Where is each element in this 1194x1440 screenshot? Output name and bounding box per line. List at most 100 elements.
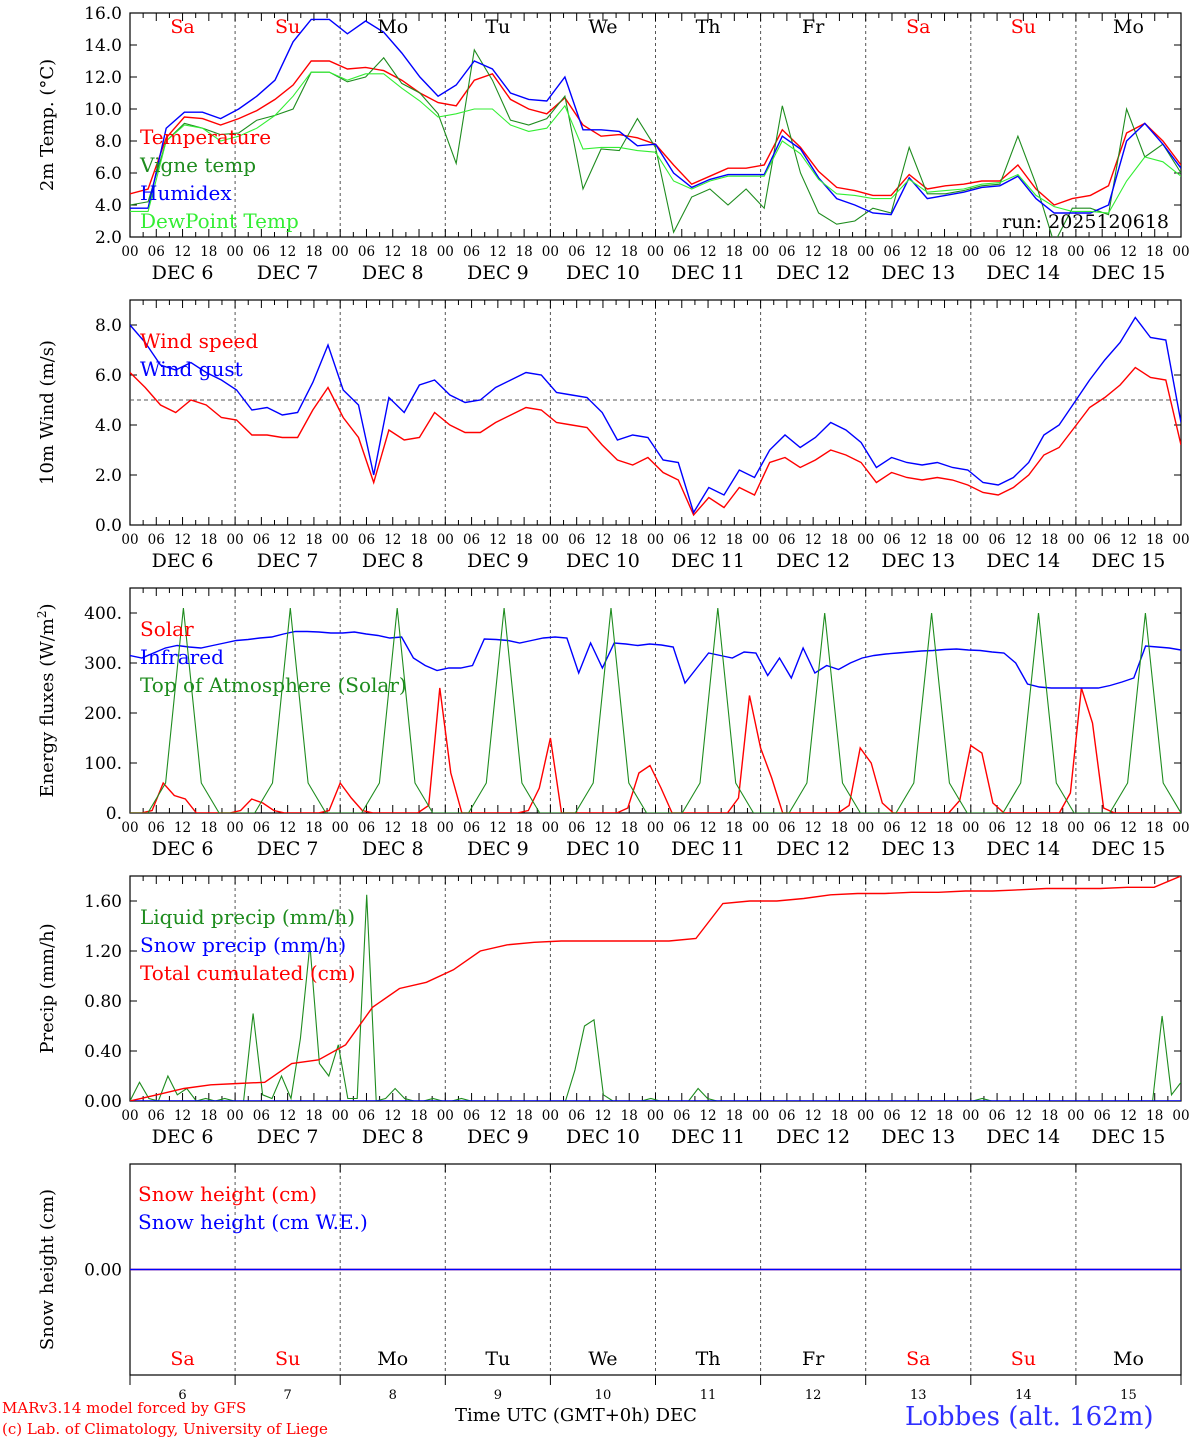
date-label: DEC 15	[1092, 550, 1166, 572]
hour-label: 00	[437, 532, 454, 548]
hour-label: 12	[1120, 820, 1137, 836]
hour-label: 06	[883, 244, 900, 260]
hour-label: 18	[516, 244, 533, 260]
date-label: DEC 7	[257, 262, 319, 284]
hour-label: 06	[358, 532, 375, 548]
hour-label: 00	[332, 820, 349, 836]
hour-label: 18	[726, 532, 743, 548]
hour-label: 18	[410, 820, 427, 836]
weekday-label: We	[588, 16, 617, 38]
date-label: DEC 8	[362, 262, 424, 284]
hour-label: 06	[883, 1108, 900, 1124]
hour-label: 18	[621, 820, 638, 836]
hour-label: 06	[253, 1108, 270, 1124]
hour-label: 06	[673, 1108, 690, 1124]
hour-label: 06	[988, 1108, 1005, 1124]
hour-label: 18	[410, 244, 427, 260]
date-label: DEC 13	[881, 838, 955, 860]
y-tick-label: 2.0	[95, 466, 122, 486]
weekday-label: Tu	[485, 1348, 510, 1370]
hour-label: 00	[542, 244, 559, 260]
hour-label: 18	[936, 532, 953, 548]
date-label: DEC 7	[257, 838, 319, 860]
day-number-label: 10	[595, 1388, 612, 1403]
hour-label: 06	[1094, 820, 1111, 836]
weekday-label: Sa	[906, 16, 930, 38]
hour-label: 18	[305, 1108, 322, 1124]
hour-label: 00	[437, 244, 454, 260]
y-tick-label: 2.0	[95, 228, 122, 248]
hour-label: 00	[1067, 244, 1084, 260]
panel-3: 0. 100. 200. 300. 400. Energy fluxes (W/m2) So…	[35, 587, 1190, 860]
hour-label: 06	[673, 820, 690, 836]
hour-label: 18	[936, 244, 953, 260]
y-axis-title: Precip (mm/h)	[37, 923, 58, 1053]
hour-label: 18	[200, 1108, 217, 1124]
hour-label: 12	[910, 820, 927, 836]
panel-5: 0.00 Snow height (cm) Snow height (cm) Snow…	[37, 1163, 1182, 1403]
hour-label: 06	[463, 820, 480, 836]
hour-label: 00	[437, 820, 454, 836]
hour-label: 06	[463, 532, 480, 548]
hour-label: 00	[647, 820, 664, 836]
hour-label: 12	[279, 820, 296, 836]
date-label: DEC 13	[881, 550, 955, 572]
panel-2: 0.0 2.0 4.0 6.0 8.0 10m Wind (m/s) Wind speed W…	[37, 299, 1190, 572]
weekday-label: Fr	[802, 1348, 825, 1370]
hour-label: 18	[831, 244, 848, 260]
hour-label: 12	[699, 1108, 716, 1124]
hour-label: 12	[1120, 532, 1137, 548]
hour-label: 18	[1146, 820, 1163, 836]
day-number-label: 11	[700, 1388, 717, 1403]
hour-label: 18	[305, 532, 322, 548]
hour-label: 06	[883, 820, 900, 836]
y-tick-label: 100.	[84, 754, 122, 774]
hour-label: 12	[279, 1108, 296, 1124]
hour-label: 12	[594, 820, 611, 836]
hour-label: 12	[1015, 820, 1032, 836]
hour-label: 00	[227, 820, 244, 836]
hour-label: 12	[594, 532, 611, 548]
weekday-label: Th	[696, 16, 721, 38]
day-number-label: 9	[494, 1388, 502, 1403]
date-label: DEC 8	[362, 550, 424, 572]
hour-label: 06	[358, 244, 375, 260]
y-tick-label: 8.0	[95, 132, 122, 152]
series-line-total-cumulated-cm-	[130, 876, 1181, 1101]
hour-label: 00	[542, 532, 559, 548]
y-tick-label: 400.	[84, 604, 122, 624]
hour-label: 00	[857, 532, 874, 548]
date-label: DEC 12	[776, 550, 850, 572]
y-tick-label: 6.0	[95, 164, 122, 184]
hour-label: 00	[752, 1108, 769, 1124]
hour-label: 12	[384, 820, 401, 836]
hour-label: 06	[358, 820, 375, 836]
y-tick-label: 12.0	[84, 68, 122, 88]
hour-label: 06	[988, 532, 1005, 548]
y-tick-label: 0.40	[84, 1042, 122, 1062]
hour-label: 00	[332, 532, 349, 548]
weekday-label: Sa	[170, 1348, 194, 1370]
hour-label: 06	[988, 820, 1005, 836]
hour-label: 06	[778, 1108, 795, 1124]
hour-label: 06	[1094, 244, 1111, 260]
legend-entry: Wind gust	[140, 357, 243, 381]
hour-label: 06	[568, 532, 585, 548]
date-label: DEC 13	[881, 1126, 955, 1148]
date-label: DEC 14	[986, 262, 1060, 284]
date-label: DEC 9	[467, 1126, 529, 1148]
legend-entry: Snow height (cm)	[138, 1182, 317, 1206]
hour-label: 00	[121, 532, 138, 548]
hour-label: 00	[1067, 532, 1084, 548]
y-tick-label: 6.0	[95, 366, 122, 386]
day-number-label: 13	[910, 1388, 927, 1403]
plot-frame	[129, 12, 1182, 238]
hour-label: 18	[516, 1108, 533, 1124]
hour-label: 18	[936, 820, 953, 836]
hour-label: 18	[621, 532, 638, 548]
date-label: DEC 6	[152, 262, 214, 284]
hour-label: 12	[1015, 532, 1032, 548]
station-name: Lobbes (alt. 162m)	[905, 1402, 1154, 1432]
hour-label: 18	[726, 244, 743, 260]
